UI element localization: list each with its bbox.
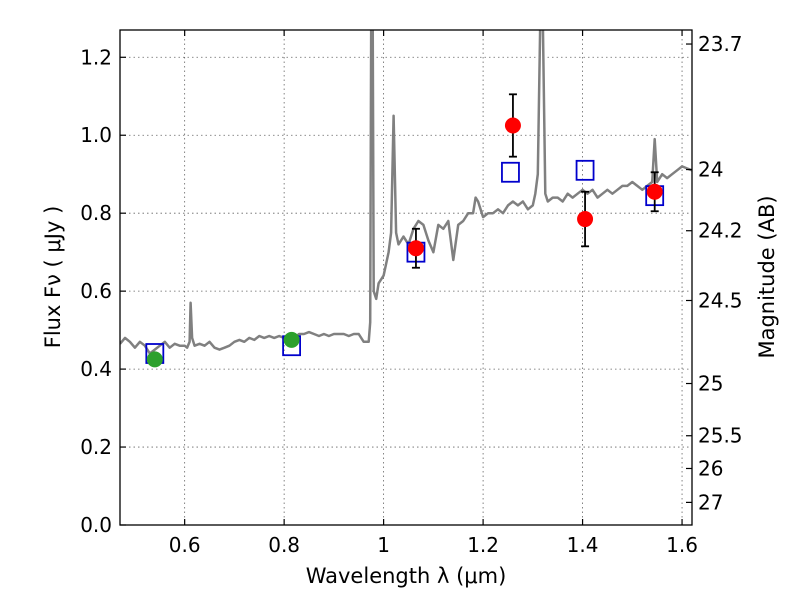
x-tick-label: 1.2 <box>467 533 499 557</box>
right-tick-label: 24.2 <box>698 219 743 243</box>
x-tick-label: 0.8 <box>268 533 300 557</box>
y-tick-label: 0.4 <box>80 357 112 381</box>
plot-frame <box>119 29 693 526</box>
right-tick-label: 26 <box>698 456 723 480</box>
model-photometry-square <box>575 159 595 181</box>
right-axis-title: Magnitude (AB) <box>755 195 779 358</box>
x-tick-label: 1.6 <box>666 533 698 557</box>
axes: 0.6 0.8 1 1.2 1.4 1.6 0.0 0.2 0.4 0.6 0.8 1.0 1.2 23.… <box>80 29 743 557</box>
spectrum-line <box>120 30 692 355</box>
observed-photometry-point <box>407 240 424 257</box>
observed-photometry-point <box>504 117 521 134</box>
y-tick-label: 0.2 <box>80 435 112 459</box>
x-axis-title: Wavelength λ (μm) <box>306 564 507 588</box>
x-tick-label: 1 <box>377 533 390 557</box>
right-tick-label: 24 <box>698 158 723 182</box>
y-tick-label: 1.2 <box>80 45 112 69</box>
x-tick-label: 1.4 <box>567 533 599 557</box>
y-tick-label: 0.6 <box>80 279 112 303</box>
right-tick-label: 27 <box>698 490 723 514</box>
observed-photometry-point <box>646 183 663 200</box>
y-axis-title: Flux Fν ( μJy ) <box>41 206 65 349</box>
right-tick-label: 23.7 <box>698 32 743 56</box>
y-tick-label: 0.0 <box>80 513 112 537</box>
right-tick-label: 25.5 <box>698 424 743 448</box>
plot-area <box>120 30 692 368</box>
observed-photometry-point <box>577 211 594 228</box>
x-tick-label: 0.6 <box>169 533 201 557</box>
right-tick-label: 24.5 <box>698 288 743 312</box>
observed-photometry-point <box>283 331 300 348</box>
right-tick-label: 25 <box>698 372 723 396</box>
observed-photometry-point <box>146 351 163 368</box>
grid-lines <box>120 30 692 525</box>
model-photometry-square <box>501 161 520 183</box>
y-tick-label: 0.8 <box>80 201 112 225</box>
y-tick-label: 1.0 <box>80 123 112 147</box>
